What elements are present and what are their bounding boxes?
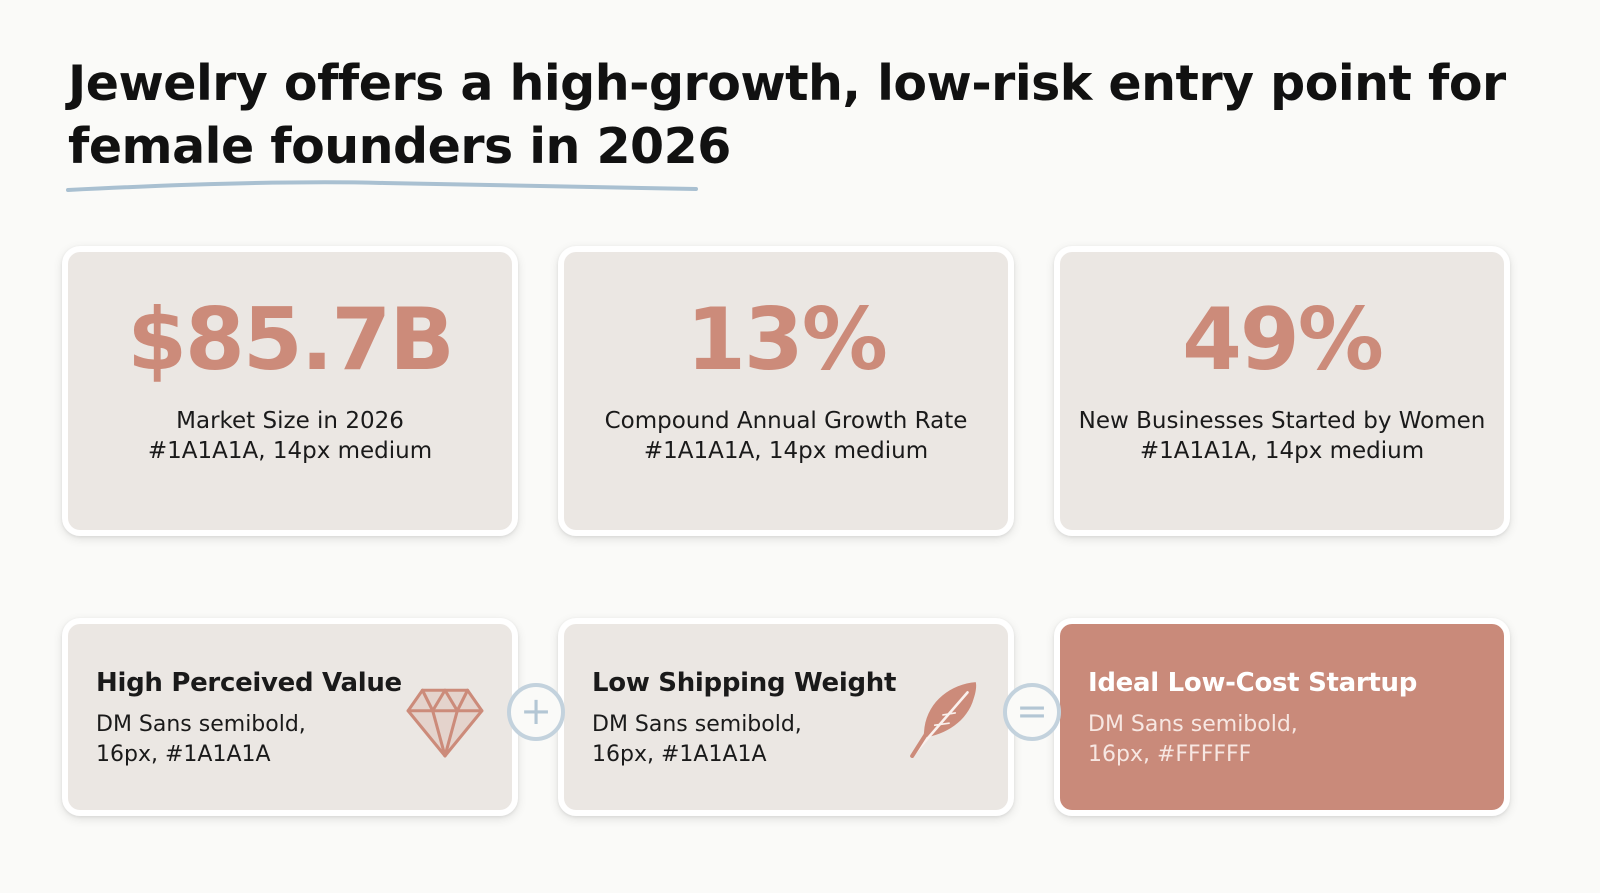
feature-title: High Perceived Value bbox=[96, 668, 402, 698]
stat-note: #1A1A1A, 14px medium bbox=[147, 438, 433, 464]
feature-card-shipping-weight: Low Shipping Weight DM Sans semibold, 16… bbox=[558, 618, 1014, 816]
feature-card-low-cost-startup: Ideal Low-Cost Startup DM Sans semibold,… bbox=[1054, 618, 1510, 816]
feature-desc: DM Sans semibold, 16px, #1A1A1A bbox=[592, 712, 802, 767]
feature-title: Ideal Low-Cost Startup bbox=[1088, 668, 1418, 698]
plus-icon: + bbox=[507, 683, 565, 741]
stat-label: Market Size in 2026 bbox=[176, 408, 404, 434]
stat-value: $85.7B bbox=[127, 290, 455, 390]
title-underline bbox=[66, 180, 698, 192]
stat-card-growth-rate: 13% Compound Annual Growth Rate #1A1A1A,… bbox=[558, 246, 1014, 536]
stat-card-women-businesses: 49% New Businesses Started by Women #1A1… bbox=[1054, 246, 1510, 536]
stat-note: #1A1A1A, 14px medium bbox=[643, 438, 929, 464]
feature-desc: DM Sans semibold, 16px, #1A1A1A bbox=[96, 712, 306, 767]
slide-title: Jewelry offers a high-growth, low-risk e… bbox=[68, 55, 1506, 175]
feature-card-perceived-value: High Perceived Value DM Sans semibold, 1… bbox=[62, 618, 518, 816]
feature-title: Low Shipping Weight bbox=[592, 668, 897, 698]
stat-value: 13% bbox=[686, 290, 888, 390]
stat-value: 49% bbox=[1182, 290, 1384, 390]
feather-icon bbox=[910, 682, 977, 758]
stat-label: Compound Annual Growth Rate bbox=[604, 408, 968, 434]
stat-note: #1A1A1A, 14px medium bbox=[1139, 438, 1425, 464]
feature-desc: DM Sans semibold, 16px, #FFFFFF bbox=[1088, 712, 1298, 767]
stat-label: New Businesses Started by Women bbox=[1078, 408, 1486, 434]
stat-card-market-size: $85.7B Market Size in 2026 #1A1A1A, 14px… bbox=[62, 246, 518, 536]
equals-icon: = bbox=[1003, 683, 1061, 741]
diamond-icon bbox=[406, 688, 484, 758]
